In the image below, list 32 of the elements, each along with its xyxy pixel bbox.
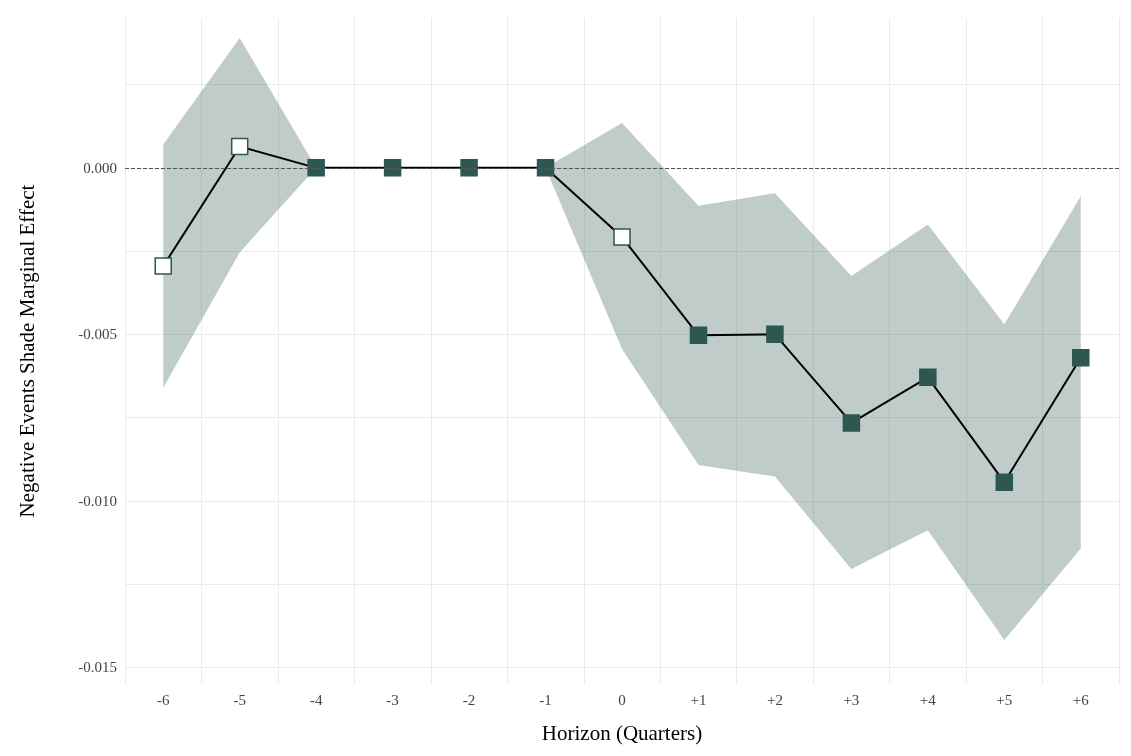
point bbox=[689, 326, 708, 345]
x-tick-label: 0 bbox=[618, 691, 626, 708]
point bbox=[613, 228, 631, 246]
x-tick-label: -1 bbox=[539, 691, 552, 708]
point bbox=[460, 159, 478, 177]
x-tick-label: +4 bbox=[919, 691, 937, 708]
point bbox=[536, 159, 555, 177]
point bbox=[766, 325, 784, 344]
point bbox=[383, 159, 402, 177]
x-tick-label: +2 bbox=[766, 691, 783, 708]
x-tick-label: -3 bbox=[386, 691, 399, 708]
x-tick-label: +6 bbox=[1072, 691, 1090, 708]
x-tick-label: -5 bbox=[233, 691, 246, 708]
y-tick-label: -0.010 bbox=[78, 492, 117, 509]
y-axis-title: Negative Events Shade Marginal Effect bbox=[14, 184, 39, 518]
point bbox=[154, 257, 172, 275]
x-tick-label: +5 bbox=[996, 691, 1013, 708]
x-axis-title: Horizon (Quarters) bbox=[541, 720, 703, 745]
point bbox=[995, 473, 1014, 491]
x-tick-label: -4 bbox=[309, 691, 323, 708]
x-tick-label: +1 bbox=[690, 691, 707, 708]
y-tick-label: -0.005 bbox=[78, 326, 117, 343]
point bbox=[919, 368, 937, 387]
point bbox=[230, 137, 249, 156]
y-tick-label: 0.000 bbox=[83, 159, 117, 176]
x-tick-label: +3 bbox=[843, 691, 860, 708]
point bbox=[1072, 348, 1090, 367]
x-tick-label: -6 bbox=[156, 691, 170, 708]
point bbox=[842, 414, 861, 432]
x-tick-label: -2 bbox=[462, 691, 476, 708]
y-tick-label: -0.015 bbox=[78, 659, 117, 676]
point bbox=[307, 159, 325, 177]
